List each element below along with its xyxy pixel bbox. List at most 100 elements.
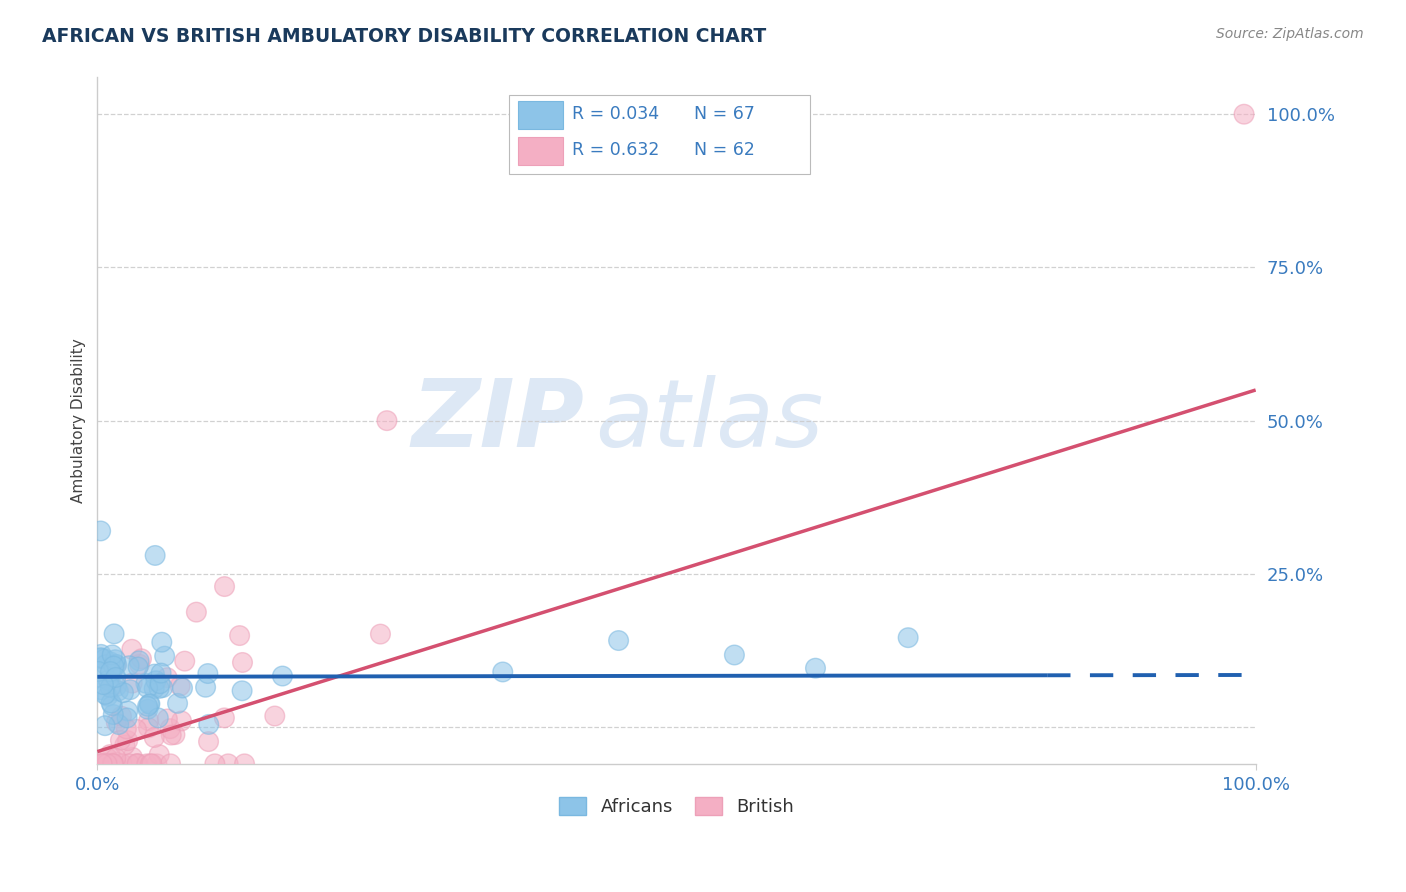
Ellipse shape bbox=[105, 667, 125, 687]
Ellipse shape bbox=[105, 650, 125, 670]
Ellipse shape bbox=[101, 662, 121, 681]
Text: N = 62: N = 62 bbox=[695, 141, 755, 159]
Ellipse shape bbox=[105, 655, 125, 674]
Ellipse shape bbox=[145, 728, 165, 747]
Ellipse shape bbox=[155, 647, 174, 666]
Ellipse shape bbox=[149, 679, 169, 698]
Ellipse shape bbox=[138, 678, 157, 698]
Ellipse shape bbox=[100, 745, 120, 764]
Text: atlas: atlas bbox=[595, 376, 824, 467]
Ellipse shape bbox=[128, 754, 148, 773]
Ellipse shape bbox=[108, 681, 128, 701]
Ellipse shape bbox=[97, 754, 117, 773]
Ellipse shape bbox=[229, 626, 249, 646]
Ellipse shape bbox=[98, 687, 118, 706]
Ellipse shape bbox=[94, 649, 114, 669]
Ellipse shape bbox=[115, 735, 135, 755]
Ellipse shape bbox=[117, 708, 136, 728]
Ellipse shape bbox=[105, 748, 125, 768]
Ellipse shape bbox=[136, 673, 156, 693]
Ellipse shape bbox=[235, 754, 254, 773]
Ellipse shape bbox=[93, 754, 112, 773]
Ellipse shape bbox=[104, 624, 124, 644]
Ellipse shape bbox=[127, 720, 146, 739]
Ellipse shape bbox=[173, 678, 193, 698]
Ellipse shape bbox=[89, 754, 108, 773]
Ellipse shape bbox=[103, 696, 122, 715]
Ellipse shape bbox=[157, 668, 177, 688]
Ellipse shape bbox=[96, 684, 115, 704]
Ellipse shape bbox=[806, 658, 825, 678]
Ellipse shape bbox=[141, 754, 160, 773]
Ellipse shape bbox=[198, 731, 218, 751]
Ellipse shape bbox=[494, 662, 513, 681]
Ellipse shape bbox=[152, 664, 172, 683]
Ellipse shape bbox=[107, 656, 127, 675]
Ellipse shape bbox=[232, 681, 252, 700]
Ellipse shape bbox=[172, 711, 191, 731]
Ellipse shape bbox=[153, 678, 173, 698]
Ellipse shape bbox=[89, 662, 108, 681]
Ellipse shape bbox=[122, 673, 142, 693]
Ellipse shape bbox=[146, 671, 166, 690]
Ellipse shape bbox=[107, 677, 127, 697]
Ellipse shape bbox=[93, 754, 112, 773]
Ellipse shape bbox=[215, 708, 235, 728]
Text: N = 67: N = 67 bbox=[695, 105, 755, 123]
Ellipse shape bbox=[165, 725, 184, 745]
Ellipse shape bbox=[724, 645, 744, 665]
Ellipse shape bbox=[264, 706, 284, 726]
Ellipse shape bbox=[139, 711, 159, 731]
Text: R = 0.632: R = 0.632 bbox=[572, 141, 659, 159]
Ellipse shape bbox=[103, 754, 122, 773]
Ellipse shape bbox=[114, 682, 134, 702]
Ellipse shape bbox=[91, 668, 111, 688]
Ellipse shape bbox=[91, 648, 111, 668]
Ellipse shape bbox=[145, 665, 165, 684]
Ellipse shape bbox=[129, 651, 149, 671]
Ellipse shape bbox=[174, 651, 194, 671]
Ellipse shape bbox=[187, 602, 207, 622]
Ellipse shape bbox=[105, 752, 125, 772]
Ellipse shape bbox=[160, 719, 180, 739]
Ellipse shape bbox=[122, 747, 142, 767]
Ellipse shape bbox=[152, 632, 172, 652]
Ellipse shape bbox=[96, 753, 115, 772]
Ellipse shape bbox=[121, 680, 141, 699]
Text: AFRICAN VS BRITISH AMBULATORY DISABILITY CORRELATION CHART: AFRICAN VS BRITISH AMBULATORY DISABILITY… bbox=[42, 27, 766, 45]
Ellipse shape bbox=[111, 706, 131, 726]
Ellipse shape bbox=[157, 709, 177, 729]
Ellipse shape bbox=[107, 713, 127, 732]
Ellipse shape bbox=[111, 731, 131, 750]
Ellipse shape bbox=[167, 694, 187, 714]
FancyBboxPatch shape bbox=[509, 95, 810, 174]
Ellipse shape bbox=[112, 754, 132, 773]
Ellipse shape bbox=[205, 754, 225, 773]
Ellipse shape bbox=[91, 648, 111, 667]
Ellipse shape bbox=[129, 655, 149, 674]
Ellipse shape bbox=[139, 694, 159, 714]
Ellipse shape bbox=[127, 754, 146, 773]
Legend: Africans, British: Africans, British bbox=[551, 789, 801, 823]
Ellipse shape bbox=[162, 725, 181, 745]
Ellipse shape bbox=[150, 673, 170, 693]
Ellipse shape bbox=[218, 754, 238, 773]
Ellipse shape bbox=[122, 640, 142, 659]
Ellipse shape bbox=[91, 521, 111, 541]
Ellipse shape bbox=[142, 754, 162, 773]
Ellipse shape bbox=[103, 664, 122, 683]
Ellipse shape bbox=[103, 645, 122, 665]
Ellipse shape bbox=[377, 411, 396, 431]
Ellipse shape bbox=[141, 694, 160, 714]
Ellipse shape bbox=[117, 719, 136, 739]
Y-axis label: Ambulatory Disability: Ambulatory Disability bbox=[72, 338, 86, 503]
Ellipse shape bbox=[107, 655, 127, 674]
Ellipse shape bbox=[98, 671, 118, 690]
Ellipse shape bbox=[371, 624, 391, 644]
Ellipse shape bbox=[100, 652, 120, 672]
Ellipse shape bbox=[128, 754, 148, 773]
Ellipse shape bbox=[108, 714, 128, 734]
Ellipse shape bbox=[94, 675, 114, 695]
Ellipse shape bbox=[1234, 104, 1254, 124]
Text: Source: ZipAtlas.com: Source: ZipAtlas.com bbox=[1216, 27, 1364, 41]
